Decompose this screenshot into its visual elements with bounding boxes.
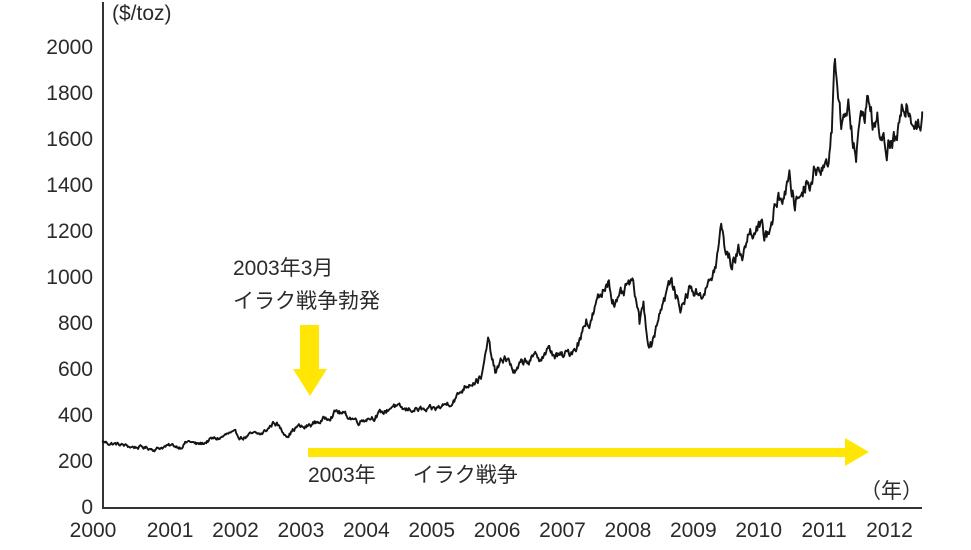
gold-price-line: [101, 58, 924, 453]
x-tick-label: 2005: [408, 519, 456, 542]
x-tick-label: 2000: [69, 519, 117, 542]
down-arrow-shaft: [300, 325, 319, 369]
right-arrow-icon: [845, 438, 869, 466]
x-tick-label: 2001: [146, 519, 194, 542]
x-tick-label: 2010: [735, 519, 783, 542]
period-annotation-year: 2003年: [308, 464, 376, 487]
y-tick-label: 800: [57, 312, 93, 335]
y-tick-label: 1600: [46, 128, 93, 151]
x-tick-label: 2002: [212, 519, 259, 542]
y-tick-label: 1200: [46, 220, 93, 243]
y-tick-label: 1800: [46, 82, 93, 105]
down-arrow-icon: [293, 369, 327, 396]
x-tick-label: 2012: [866, 519, 913, 542]
period-arrow-shaft: [308, 448, 845, 457]
event-annotation-line2: イラク戦争勃発: [233, 290, 380, 313]
x-tick-label: 2011: [801, 519, 847, 542]
y-tick-label: 1000: [46, 266, 93, 289]
period-annotation: 2003年 イラク戦争: [308, 463, 518, 489]
y-tick-label: 1400: [46, 174, 93, 197]
y-tick-label: 0: [81, 496, 93, 519]
y-tick-label: 2000: [46, 36, 93, 59]
x-tick-label: 2009: [669, 519, 717, 542]
y-tick-label: 600: [57, 358, 93, 381]
x-axis-unit-label: （年）: [860, 480, 923, 503]
x-tick-label: 2007: [539, 519, 586, 542]
x-tick-label: 2008: [604, 519, 652, 542]
event-annotation: 2003年3月 イラク戦争勃発: [233, 252, 380, 318]
period-annotation-event: イラク戦争: [412, 464, 518, 487]
x-tick-label: 2003: [277, 519, 325, 542]
y-axis-unit-label: ($/toz): [112, 2, 172, 25]
y-tick-label: 200: [57, 450, 93, 473]
y-tick-label: 400: [57, 404, 93, 427]
axes: [102, 2, 922, 509]
event-annotation-line1: 2003年3月: [233, 257, 334, 280]
x-tick-label: 2004: [342, 519, 390, 542]
x-tick-label: 2006: [473, 519, 521, 542]
